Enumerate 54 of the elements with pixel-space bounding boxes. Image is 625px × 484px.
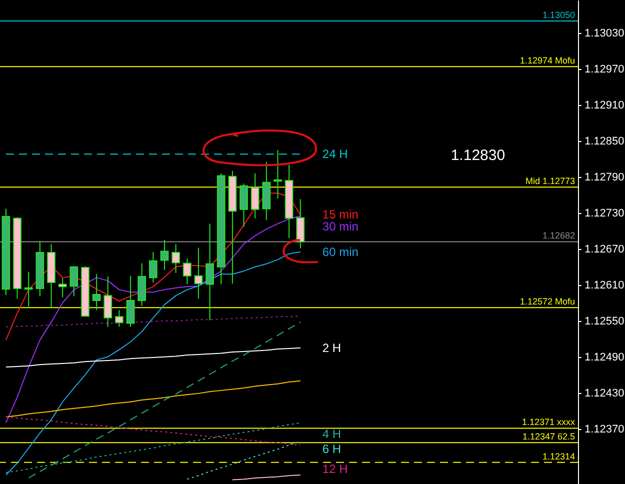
line-series xyxy=(5,215,301,424)
candlestick xyxy=(250,172,260,219)
series-label: 4 H xyxy=(322,426,342,441)
y-tick-label: 1.12370 xyxy=(584,423,624,436)
y-tick-label: 1.12430 xyxy=(584,387,624,400)
ref-line-label: 1.13050 xyxy=(542,10,575,20)
y-tick-label: 1.12490 xyxy=(584,351,624,364)
candlestick xyxy=(58,278,67,298)
candlestick xyxy=(24,271,33,307)
series-label: 60 min xyxy=(322,244,358,259)
y-tick-label: 1.12970 xyxy=(584,63,624,76)
candlestick xyxy=(92,274,101,311)
series-label: 24 H xyxy=(322,147,348,162)
ref-line-label: 1.12572 Mofu xyxy=(520,296,575,307)
line-series xyxy=(5,347,301,368)
candlestick xyxy=(126,275,135,328)
candlestick xyxy=(240,183,248,228)
ref-line-label: 1.12682 xyxy=(542,230,575,241)
y-tick-label: 1.12850 xyxy=(584,135,624,148)
text: 12 H xyxy=(322,462,348,476)
line-series xyxy=(28,322,301,478)
candlestick xyxy=(138,262,146,306)
candlestick xyxy=(182,258,192,285)
candlestick xyxy=(70,266,78,297)
line-series xyxy=(5,422,301,474)
candlestick xyxy=(160,239,169,270)
y-tick-label: 1.12790 xyxy=(584,171,624,184)
line-series xyxy=(5,416,301,446)
ref-line-label: 1.12314 xyxy=(542,451,575,462)
ref-line-label: 1.12371 xxxx xyxy=(522,417,576,428)
line-series xyxy=(5,380,301,418)
series-label: 30 min xyxy=(322,220,358,234)
series-label: 15 min xyxy=(322,208,358,222)
candlestick xyxy=(115,310,124,328)
y-tick-label: 1.12670 xyxy=(584,243,624,256)
ref-line-label: 1.12974 Mofu xyxy=(520,56,575,66)
candlestick xyxy=(148,251,158,283)
candlestick xyxy=(194,247,203,300)
ref-line-label: Mid 1.12773 xyxy=(525,176,575,186)
candlestick xyxy=(206,223,214,321)
candlestick xyxy=(172,244,180,274)
y-tick-label: 1.12550 xyxy=(584,315,624,328)
line-series xyxy=(186,440,301,480)
y-tick-label: 1.13030 xyxy=(584,27,624,40)
text: 1.12830 xyxy=(450,146,506,164)
candlestick xyxy=(296,198,305,249)
y-tick-label: 1.12910 xyxy=(584,99,624,112)
y-tick-label: 1.12730 xyxy=(584,207,624,220)
ref-line-label: 1.12347 62.5 xyxy=(522,432,575,442)
candlestick xyxy=(104,276,112,328)
y-tick-label: 1.12610 xyxy=(584,279,624,292)
series-label: 2 H xyxy=(322,340,342,355)
series-label: 6 H xyxy=(322,442,342,456)
candlestick xyxy=(274,149,282,200)
